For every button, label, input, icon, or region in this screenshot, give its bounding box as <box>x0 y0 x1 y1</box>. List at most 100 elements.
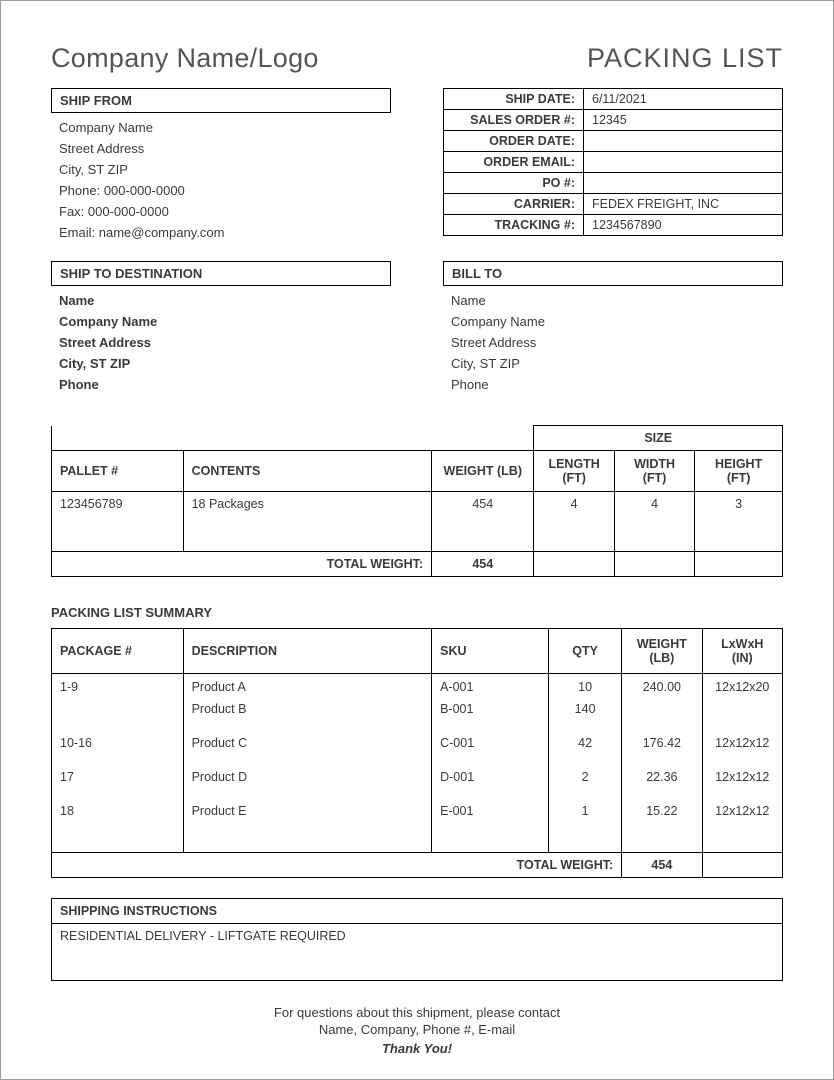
spacer-row <box>52 822 783 852</box>
pallet-cell-height: 3 <box>695 492 783 552</box>
summary-cell-package: 17 <box>52 766 184 800</box>
instructions-body: RESIDENTIAL DELIVERY - LIFTGATE REQUIRED <box>52 924 782 980</box>
ship-from-fax: Fax: 000-000-0000 <box>51 201 391 222</box>
size-header: SIZE <box>534 426 783 451</box>
bill-to-phone: Phone <box>443 374 783 395</box>
ship-from-city: City, ST ZIP <box>51 159 391 180</box>
order-info-table: SHIP DATE: 6/11/2021 SALES ORDER #: 1234… <box>443 88 783 236</box>
table-row: 10-16Product CC-00142176.4212x12x12 <box>52 732 783 766</box>
summary-header-dims: LxWxH (IN) <box>702 629 782 674</box>
summary-cell-qty: 2 <box>549 766 622 800</box>
summary-cell-description: Product D <box>183 766 432 800</box>
ship-to-block: SHIP TO DESTINATION Name Company Name St… <box>51 261 391 395</box>
ship-to-header: SHIP TO DESTINATION <box>51 261 391 286</box>
order-label: PO #: <box>444 173 584 193</box>
ship-from-email: Email: name@company.com <box>51 222 391 243</box>
instructions-box: SHIPPING INSTRUCTIONS RESIDENTIAL DELIVE… <box>51 898 783 981</box>
summary-cell-dims: 12x12x12 <box>702 766 782 800</box>
footer-line2: Name, Company, Phone #, E-mail <box>51 1022 783 1037</box>
order-info-block: SHIP DATE: 6/11/2021 SALES ORDER #: 1234… <box>443 88 783 243</box>
summary-header-weight: WEIGHT (LB) <box>622 629 702 674</box>
summary-header-package: PACKAGE # <box>52 629 184 674</box>
order-label: ORDER DATE: <box>444 131 584 151</box>
order-value <box>584 152 782 172</box>
pallet-header-height: HEIGHT (FT) <box>695 451 783 492</box>
size-header-row: SIZE <box>52 426 783 451</box>
summary-cell-package: 1-9 <box>52 674 184 699</box>
summary-tbody: 1-9Product AA-00110240.0012x12x20Product… <box>52 674 783 853</box>
pallet-cell-contents: 18 Packages <box>183 492 432 552</box>
ship-from-block: SHIP FROM Company Name Street Address Ci… <box>51 88 391 243</box>
document-title: PACKING LIST <box>587 43 783 74</box>
instructions-header: SHIPPING INSTRUCTIONS <box>52 899 782 924</box>
summary-cell-package: 18 <box>52 800 184 822</box>
document-header: Company Name/Logo PACKING LIST <box>51 43 783 74</box>
ship-to-street: Street Address <box>51 332 391 353</box>
order-row-order-email: ORDER EMAIL: <box>444 152 782 173</box>
ship-from-street: Street Address <box>51 138 391 159</box>
summary-cell-description: Product C <box>183 732 432 766</box>
summary-cell-description: Product A <box>183 674 432 699</box>
bill-to-company: Company Name <box>443 311 783 332</box>
footer: For questions about this shipment, pleas… <box>51 1005 783 1056</box>
summary-cell-dims: 12x12x12 <box>702 732 782 766</box>
table-row: 1-9Product AA-00110240.0012x12x20 <box>52 674 783 699</box>
bill-to-street: Street Address <box>443 332 783 353</box>
summary-cell-qty: 140 <box>549 698 622 732</box>
summary-header-sku: SKU <box>432 629 549 674</box>
pallet-cell-pallet: 123456789 <box>52 492 184 552</box>
ship-from-company: Company Name <box>51 117 391 138</box>
order-row-order-date: ORDER DATE: <box>444 131 782 152</box>
summary-cell-qty: 10 <box>549 674 622 699</box>
pallet-table: SIZE PALLET # CONTENTS WEIGHT (LB) LENGT… <box>51 425 783 577</box>
order-value: 1234567890 <box>584 215 782 235</box>
table-row: 12345678918 Packages454443 <box>52 492 783 552</box>
order-value <box>584 173 782 193</box>
summary-cell-description: Product B <box>183 698 432 732</box>
order-label: CARRIER: <box>444 194 584 214</box>
summary-cell-dims: 12x12x20 <box>702 674 782 699</box>
order-label: TRACKING #: <box>444 215 584 235</box>
order-value: 6/11/2021 <box>584 89 782 109</box>
summary-total-row: TOTAL WEIGHT: 454 <box>52 852 783 877</box>
bill-to-block: BILL TO Name Company Name Street Address… <box>443 261 783 395</box>
summary-header-description: DESCRIPTION <box>183 629 432 674</box>
summary-table: PACKAGE # DESCRIPTION SKU QTY WEIGHT (LB… <box>51 628 783 878</box>
pallet-tbody: 12345678918 Packages454443 <box>52 492 783 552</box>
pallet-cell-length: 4 <box>534 492 614 552</box>
table-row: 17Product DD-001222.3612x12x12 <box>52 766 783 800</box>
summary-cell-qty: 1 <box>549 800 622 822</box>
summary-header-qty: QTY <box>549 629 622 674</box>
ship-to-phone: Phone <box>51 374 391 395</box>
order-value: 12345 <box>584 110 782 130</box>
pallet-cell-weight: 454 <box>432 492 534 552</box>
summary-cell-qty: 42 <box>549 732 622 766</box>
ship-from-header: SHIP FROM <box>51 88 391 113</box>
summary-cell-weight: 240.00 <box>622 674 702 699</box>
footer-line1: For questions about this shipment, pleas… <box>51 1005 783 1020</box>
summary-cell-weight: 15.22 <box>622 800 702 822</box>
pallet-header-weight: WEIGHT (LB) <box>432 451 534 492</box>
pallet-header-length: LENGTH (FT) <box>534 451 614 492</box>
bill-to-header: BILL TO <box>443 261 783 286</box>
summary-cell-sku: B-001 <box>432 698 549 732</box>
bill-to-city: City, ST ZIP <box>443 353 783 374</box>
summary-cell-dims: 12x12x12 <box>702 800 782 822</box>
order-value <box>584 131 782 151</box>
order-row-ship-date: SHIP DATE: 6/11/2021 <box>444 89 782 110</box>
table-row: Product BB-001140 <box>52 698 783 732</box>
pallet-header-contents: CONTENTS <box>183 451 432 492</box>
summary-cell-weight <box>622 698 702 732</box>
summary-cell-weight: 176.42 <box>622 732 702 766</box>
order-label: SHIP DATE: <box>444 89 584 109</box>
ship-from-phone: Phone: 000-000-0000 <box>51 180 391 201</box>
ship-to-city: City, ST ZIP <box>51 353 391 374</box>
info-row-2: SHIP TO DESTINATION Name Company Name St… <box>51 261 783 395</box>
summary-header-row: PACKAGE # DESCRIPTION SKU QTY WEIGHT (LB… <box>52 629 783 674</box>
pallet-header-pallet: PALLET # <box>52 451 184 492</box>
pallet-header-width: WIDTH (FT) <box>614 451 694 492</box>
summary-cell-package: 10-16 <box>52 732 184 766</box>
summary-cell-dims <box>702 698 782 732</box>
summary-cell-sku: A-001 <box>432 674 549 699</box>
pallet-total-row: TOTAL WEIGHT: 454 <box>52 552 783 577</box>
